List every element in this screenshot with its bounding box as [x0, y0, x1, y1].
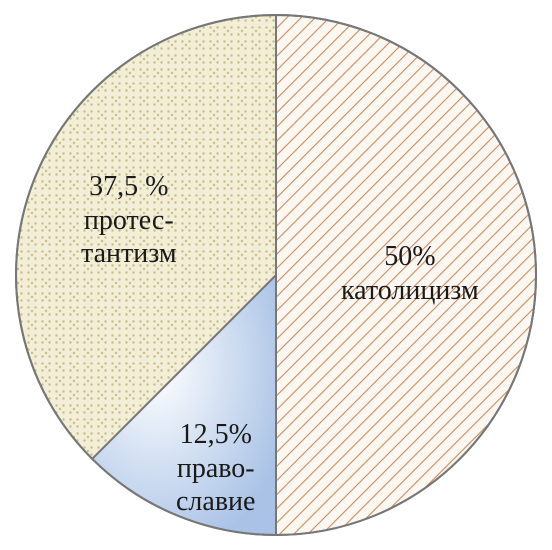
- pie-chart: 50%католицизм12,5%право-славие37,5 %прот…: [11, 10, 541, 540]
- slice-catholicism: [276, 15, 536, 535]
- pie-svg: [11, 10, 541, 540]
